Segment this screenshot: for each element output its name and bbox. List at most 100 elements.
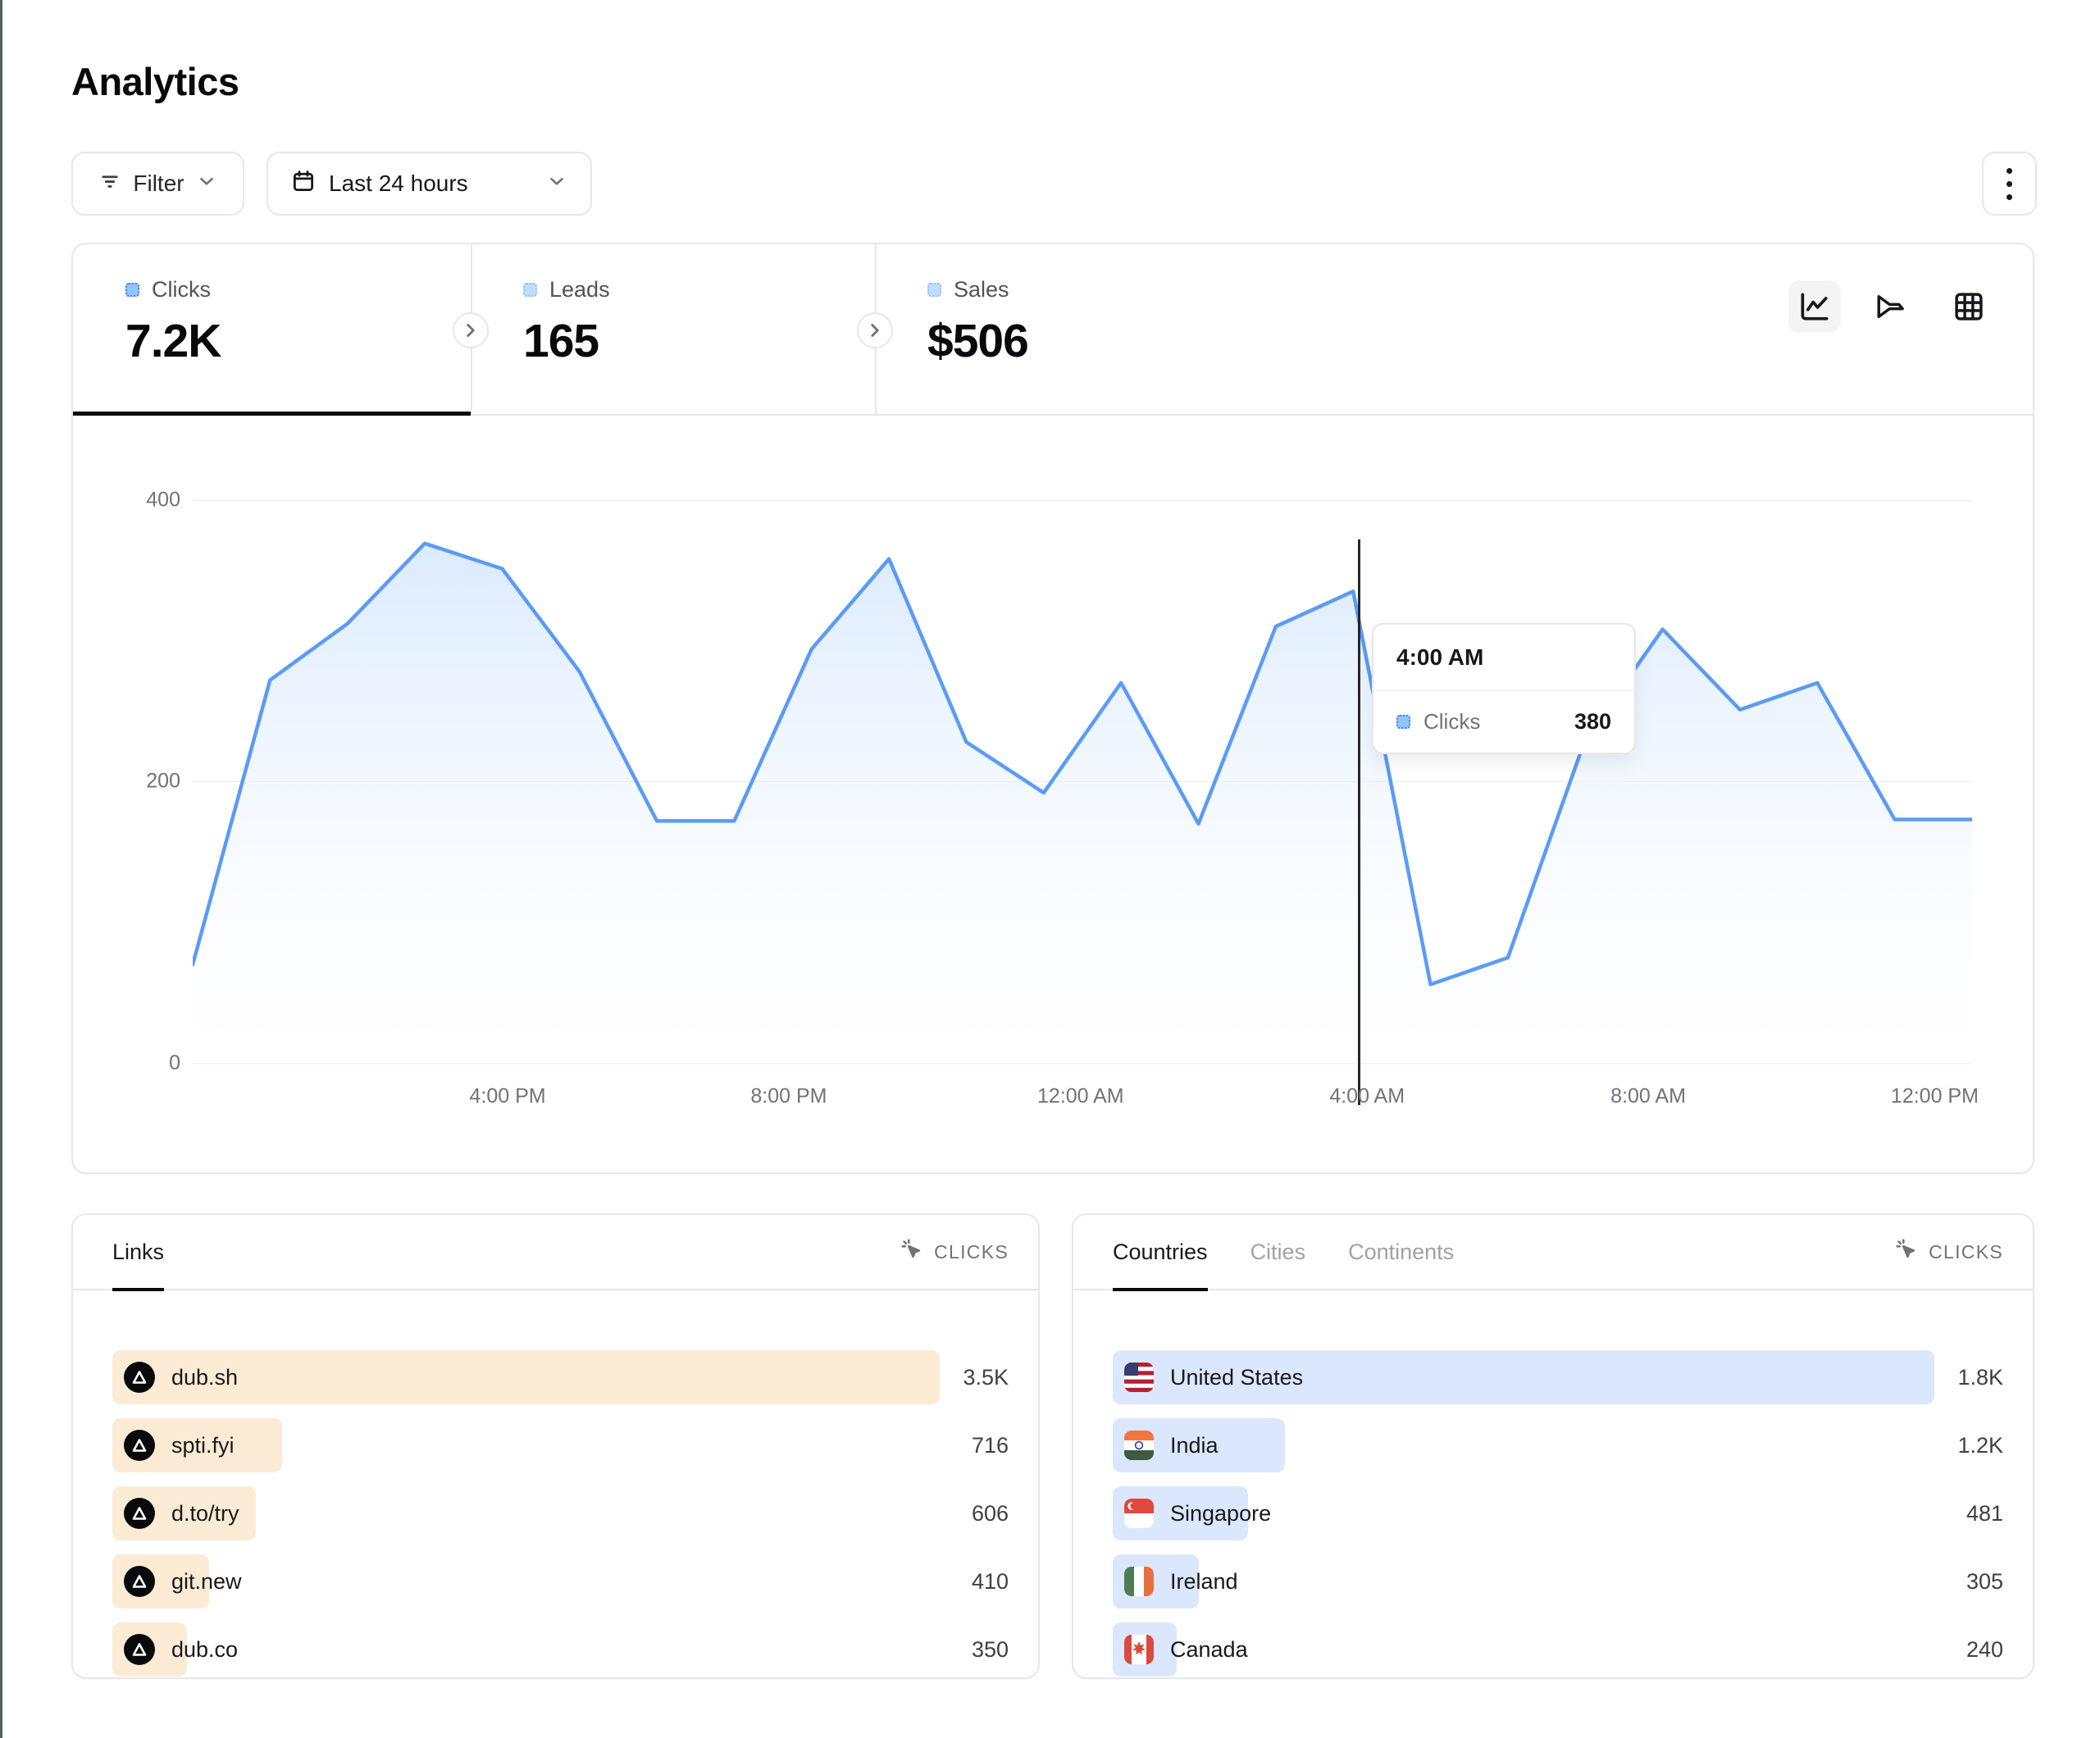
page-title: Analytics <box>71 60 239 103</box>
countries-panel-header: Countries Cities Continents CLICKS <box>1073 1214 2033 1291</box>
clicks-time-series-chart[interactable]: 0 200 400 4:00 PM 8:00 PM 12:00 AM 4:00 AM 8 <box>73 416 2033 1172</box>
row-value: 410 <box>971 1568 1009 1594</box>
y-tick-label: 400 <box>146 488 180 512</box>
stats-tabs-row: Clicks 7.2K Leads 165 <box>73 244 2033 416</box>
country-row[interactable]: Canada 240 <box>1113 1622 2003 1677</box>
us-flag-icon <box>1124 1363 1154 1392</box>
row-label: Canada <box>1170 1636 1248 1662</box>
link-row[interactable]: git.new 410 <box>112 1554 1009 1608</box>
row-label: d.to/try <box>171 1500 239 1526</box>
row-label: dub.sh <box>171 1364 239 1390</box>
tab-continents[interactable]: Continents <box>1348 1214 1454 1290</box>
x-tick-label: 12:00 PM <box>1890 1085 1979 1108</box>
ca-flag-icon <box>1124 1635 1154 1664</box>
row-label: Ireland <box>1170 1568 1238 1594</box>
row-value: 3.5K <box>963 1364 1009 1390</box>
countries-metric-label: CLICKS <box>1929 1240 2003 1263</box>
cities-tab-label: Cities <box>1250 1239 1306 1264</box>
table-view-button[interactable] <box>1943 280 1995 333</box>
leads-tab-label: Leads <box>549 277 610 302</box>
calendar-icon <box>291 169 316 199</box>
countries-panel: Countries Cities Continents CLICKS United … <box>1072 1213 2034 1679</box>
countries-metric-selector[interactable]: CLICKS <box>1894 1237 2003 1267</box>
link-row[interactable]: spti.fyi 716 <box>112 1418 1009 1472</box>
country-row[interactable]: Singapore 481 <box>1113 1486 2003 1540</box>
continents-tab-label: Continents <box>1348 1239 1455 1264</box>
row-label: Singapore <box>1170 1500 1272 1526</box>
row-label: India <box>1170 1432 1219 1458</box>
area-series <box>193 457 1972 1063</box>
gridline <box>193 1063 1972 1064</box>
expand-leads-chevron-button[interactable] <box>857 312 893 348</box>
x-tick-label: 4:00 PM <box>469 1085 546 1108</box>
tab-leads[interactable]: Leads 165 <box>471 244 875 414</box>
links-metric-label: CLICKS <box>934 1240 1009 1263</box>
countries-list: United States 1.8K India 1.2K Singapore 481 Ir… <box>1113 1350 2003 1690</box>
row-value: 1.2K <box>1957 1432 2003 1458</box>
country-row[interactable]: United States 1.8K <box>1113 1350 2003 1404</box>
links-list: dub.sh 3.5K spti.fyi 716 d.to/try 606 git.new 4… <box>112 1350 1009 1690</box>
countries-tab-label: Countries <box>1113 1239 1208 1264</box>
sg-flag-icon <box>1124 1499 1154 1528</box>
link-row[interactable]: dub.sh 3.5K <box>112 1350 1009 1404</box>
country-row[interactable]: India 1.2K <box>1113 1418 2003 1472</box>
line-chart-view-button[interactable] <box>1788 280 1841 333</box>
clicks-legend-square <box>125 283 139 297</box>
dub-logo-icon <box>124 1566 155 1597</box>
value-bar <box>112 1350 940 1404</box>
link-row[interactable]: dub.co 350 <box>112 1622 1009 1677</box>
tab-countries[interactable]: Countries <box>1113 1214 1208 1291</box>
filter-button[interactable]: Filter <box>71 152 244 216</box>
chevron-down-icon <box>546 171 567 198</box>
country-row[interactable]: Ireland 305 <box>1113 1554 2003 1608</box>
leads-legend-square <box>523 283 537 297</box>
links-panel: Links CLICKS dub.sh 3.5K spti.fyi 716 d.to/t… <box>71 1213 1040 1679</box>
dub-logo-icon <box>124 1362 155 1393</box>
gridline <box>193 499 1972 501</box>
tab-sales[interactable]: Sales $506 <box>875 244 1449 414</box>
y-tick-label: 0 <box>169 1051 180 1075</box>
value-bar <box>1113 1350 1934 1404</box>
cursor-click-icon <box>1894 1237 1919 1267</box>
expand-clicks-chevron-button[interactable] <box>453 312 489 348</box>
row-value: 481 <box>1966 1500 2003 1526</box>
in-flag-icon <box>1124 1431 1154 1460</box>
tab-cities[interactable]: Cities <box>1250 1214 1306 1290</box>
chart-tooltip: 4:00 AM Clicks 380 <box>1372 623 1636 754</box>
overflow-menu-button[interactable] <box>1982 152 2037 216</box>
x-tick-label: 8:00 PM <box>750 1085 827 1108</box>
ie-flag-icon <box>1124 1567 1154 1596</box>
sales-tab-value: $506 <box>927 315 1029 367</box>
row-value: 240 <box>1966 1636 2003 1662</box>
row-value: 1.8K <box>1957 1364 2003 1390</box>
link-row[interactable]: d.to/try 606 <box>112 1486 1009 1540</box>
clicks-tab-label: Clicks <box>152 277 211 302</box>
row-value: 716 <box>971 1432 1009 1458</box>
tooltip-time: 4:00 AM <box>1373 625 1634 691</box>
links-panel-header: Links CLICKS <box>73 1214 1038 1291</box>
chart-type-switcher <box>1788 280 1995 333</box>
tooltip-legend-square <box>1396 715 1410 729</box>
tooltip-series-label: Clicks <box>1424 709 1481 734</box>
row-label: spti.fyi <box>171 1432 235 1458</box>
links-tab-label: Links <box>112 1239 165 1264</box>
clicks-tab-value: 7.2K <box>125 315 221 367</box>
row-value: 305 <box>1966 1568 2003 1594</box>
analytics-card: Clicks 7.2K Leads 165 <box>71 243 2034 1174</box>
sales-legend-square <box>927 283 941 297</box>
tab-links[interactable]: Links <box>112 1214 165 1291</box>
sales-tab-label: Sales <box>954 277 1009 302</box>
links-metric-selector[interactable]: CLICKS <box>900 1237 1009 1267</box>
funnel-chart-view-button[interactable] <box>1865 280 1918 333</box>
tab-clicks[interactable]: Clicks 7.2K <box>73 244 471 416</box>
x-tick-label: 12:00 AM <box>1037 1085 1124 1108</box>
chevron-down-icon <box>196 171 217 198</box>
date-range-button[interactable]: Last 24 hours <box>266 152 592 216</box>
row-value: 606 <box>971 1500 1009 1526</box>
filter-button-label: Filter <box>133 171 184 196</box>
active-tab-underline <box>73 412 471 416</box>
chart-plot-area[interactable] <box>193 457 1972 1105</box>
dub-logo-icon <box>124 1634 155 1665</box>
row-label: git.new <box>171 1568 242 1594</box>
